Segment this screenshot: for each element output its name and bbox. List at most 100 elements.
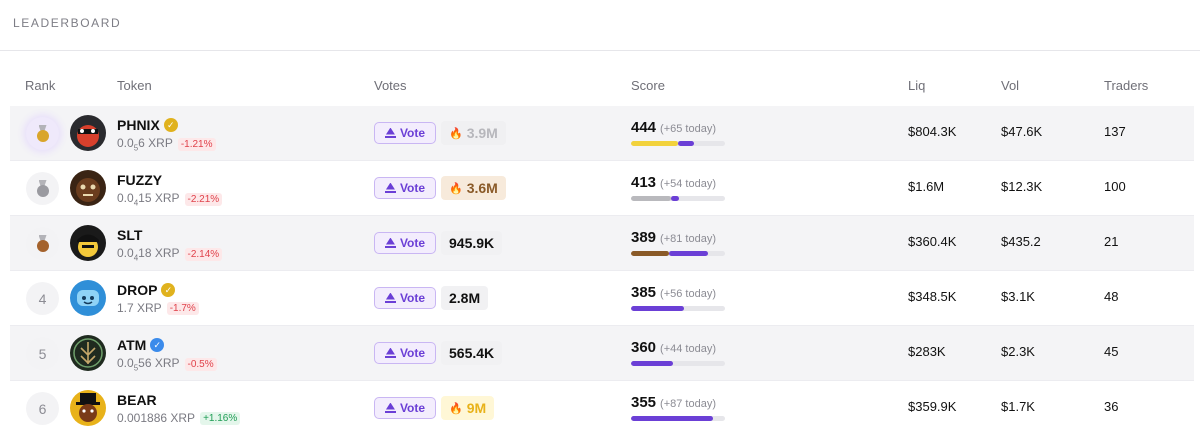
vote-icon bbox=[384, 237, 396, 249]
col-votes[interactable]: Votes bbox=[374, 78, 407, 93]
token-meta: 0.0415 XRP -2.21% bbox=[117, 191, 223, 208]
traders-value: 45 bbox=[1104, 344, 1119, 359]
rank-badge bbox=[26, 117, 59, 150]
score-bar bbox=[631, 141, 725, 146]
score: 355 (+87 today) bbox=[631, 394, 716, 411]
score: 385 (+56 today) bbox=[631, 284, 716, 301]
table-row[interactable]: FUZZY 0.0415 XRP -2.21% Vote 🔥 3.6M 413 (+5… bbox=[10, 161, 1194, 216]
medal-icon bbox=[36, 125, 50, 142]
token-meta: 0.001886 XRP +1.16% bbox=[117, 411, 241, 425]
vote-icon bbox=[384, 292, 396, 304]
token-avatar[interactable] bbox=[70, 280, 106, 316]
score: 413 (+54 today) bbox=[631, 174, 716, 191]
score: 444 (+65 today) bbox=[631, 119, 716, 136]
score-bar bbox=[631, 306, 725, 311]
volume-value: $12.3K bbox=[1001, 179, 1043, 194]
token-name[interactable]: DROP ✓ bbox=[117, 282, 176, 298]
rank-badge bbox=[26, 227, 59, 260]
flame-icon: 🔥 bbox=[449, 127, 463, 140]
price-change-badge: -0.5% bbox=[184, 357, 217, 371]
liquidity-value: $804.3K bbox=[908, 124, 957, 139]
vote-icon bbox=[384, 127, 396, 139]
col-rank[interactable]: Rank bbox=[25, 78, 56, 93]
token-name[interactable]: SLT bbox=[117, 227, 143, 243]
page-title: LEADERBOARD bbox=[13, 16, 122, 30]
vote-button[interactable]: Vote bbox=[374, 342, 436, 364]
token-price: 1.7 XRP bbox=[117, 301, 162, 315]
rank-badge: 4 bbox=[26, 282, 59, 315]
price-change-badge: -2.14% bbox=[184, 247, 223, 261]
vote-icon bbox=[384, 182, 396, 194]
liquidity-value: $360.4K bbox=[908, 234, 957, 249]
token-avatar[interactable] bbox=[70, 115, 106, 151]
table-row[interactable]: 5 ATM ✓ 0.0556 XRP -0.5% Vote 565.4K 360 (+… bbox=[10, 326, 1194, 381]
col-traders[interactable]: Traders bbox=[1104, 78, 1149, 93]
token-price: 0.001886 XRP bbox=[117, 411, 196, 425]
votes-count: 🔥 3.9M bbox=[441, 121, 506, 145]
token-price: 0.056 XRP bbox=[117, 136, 173, 153]
rank-number: 6 bbox=[38, 400, 47, 417]
score-bar bbox=[631, 196, 725, 201]
vote-button[interactable]: Vote bbox=[374, 177, 436, 199]
token-price: 0.0415 XRP bbox=[117, 191, 180, 208]
traders-value: 100 bbox=[1104, 179, 1126, 194]
price-change-badge: +1.16% bbox=[200, 411, 241, 425]
vote-button[interactable]: Vote bbox=[374, 397, 436, 419]
rank-badge: 6 bbox=[26, 392, 59, 425]
token-name[interactable]: PHNIX ✓ bbox=[117, 117, 178, 133]
score: 389 (+81 today) bbox=[631, 229, 716, 246]
votes-count: 945.9K bbox=[441, 231, 503, 255]
rank-badge: 5 bbox=[26, 337, 59, 370]
token-meta: 0.0556 XRP -0.5% bbox=[117, 356, 217, 372]
votes-count: 🔥 9M bbox=[441, 396, 495, 420]
rank-badge bbox=[26, 172, 59, 205]
token-name[interactable]: ATM ✓ bbox=[117, 337, 165, 353]
traders-value: 48 bbox=[1104, 289, 1119, 304]
volume-value: $2.3K bbox=[1001, 344, 1035, 359]
table-header: Rank Token Votes Score Liq Vol Traders bbox=[10, 51, 1194, 106]
votes-count: 565.4K bbox=[441, 341, 503, 365]
vote-button[interactable]: Vote bbox=[374, 287, 436, 309]
traders-value: 21 bbox=[1104, 234, 1119, 249]
vote-button[interactable]: Vote bbox=[374, 122, 436, 144]
vote-icon bbox=[384, 402, 396, 414]
flame-icon: 🔥 bbox=[449, 402, 463, 415]
traders-value: 137 bbox=[1104, 124, 1126, 139]
token-avatar[interactable] bbox=[70, 335, 106, 371]
votes-count: 2.8M bbox=[441, 286, 489, 310]
token-meta: 1.7 XRP -1.7% bbox=[117, 301, 199, 315]
table-row[interactable]: 6 BEAR 0.001886 XRP +1.16% Vote 🔥 9M 355 (+… bbox=[10, 381, 1194, 436]
medal-icon bbox=[36, 180, 50, 197]
col-liq[interactable]: Liq bbox=[908, 78, 926, 93]
volume-value: $3.1K bbox=[1001, 289, 1035, 304]
score-bar bbox=[631, 416, 725, 421]
token-meta: 0.056 XRP -1.21% bbox=[117, 136, 216, 152]
flame-icon: 🔥 bbox=[449, 182, 463, 195]
rank-number: 4 bbox=[38, 290, 47, 307]
token-price: 0.0556 XRP bbox=[117, 356, 180, 373]
col-score[interactable]: Score bbox=[631, 78, 665, 93]
verified-gold-icon: ✓ bbox=[161, 283, 176, 297]
table-row[interactable]: SLT 0.0418 XRP -2.14% Vote 945.9K 389 (+81… bbox=[10, 216, 1194, 271]
token-avatar[interactable] bbox=[70, 170, 106, 206]
votes-count: 🔥 3.6M bbox=[441, 176, 506, 200]
liquidity-value: $1.6M bbox=[908, 179, 945, 194]
verified-blue-icon: ✓ bbox=[150, 338, 165, 352]
vote-icon bbox=[384, 347, 396, 359]
score-bar bbox=[631, 361, 725, 366]
liquidity-value: $283K bbox=[908, 344, 946, 359]
vote-button[interactable]: Vote bbox=[374, 232, 436, 254]
col-vol[interactable]: Vol bbox=[1001, 78, 1020, 93]
col-token[interactable]: Token bbox=[117, 78, 152, 93]
leaderboard-header: LEADERBOARD bbox=[0, 0, 1200, 51]
token-avatar[interactable] bbox=[70, 390, 106, 426]
rank-number: 5 bbox=[38, 345, 47, 362]
table-row[interactable]: PHNIX ✓ 0.056 XRP -1.21% Vote 🔥 3.9M 444 (+6… bbox=[10, 106, 1194, 161]
price-change-badge: -1.7% bbox=[166, 301, 199, 315]
medal-icon bbox=[36, 235, 50, 252]
token-name[interactable]: BEAR bbox=[117, 392, 157, 408]
token-avatar[interactable] bbox=[70, 225, 106, 261]
token-name[interactable]: FUZZY bbox=[117, 172, 163, 188]
volume-value: $1.7K bbox=[1001, 399, 1035, 414]
table-row[interactable]: 4 DROP ✓ 1.7 XRP -1.7% Vote 2.8M 385 (+56 t… bbox=[10, 271, 1194, 326]
